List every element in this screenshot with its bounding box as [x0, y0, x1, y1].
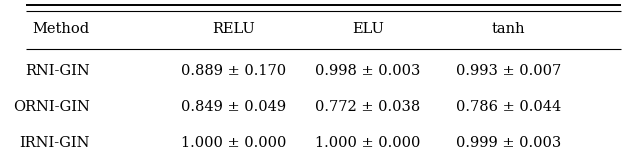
Text: 0.998 ± 0.003: 0.998 ± 0.003: [316, 64, 420, 78]
Text: ELU: ELU: [352, 22, 384, 36]
Text: 0.889 ± 0.170: 0.889 ± 0.170: [181, 64, 286, 78]
Text: IRNI-GIN: IRNI-GIN: [19, 136, 90, 147]
Text: 1.000 ± 0.000: 1.000 ± 0.000: [316, 136, 420, 147]
Text: Method: Method: [33, 22, 90, 36]
Text: RELU: RELU: [212, 22, 255, 36]
Text: 0.993 ± 0.007: 0.993 ± 0.007: [456, 64, 561, 78]
Text: 0.772 ± 0.038: 0.772 ± 0.038: [316, 100, 420, 114]
Text: tanh: tanh: [492, 22, 525, 36]
Text: ORNI-GIN: ORNI-GIN: [13, 100, 90, 114]
Text: 0.999 ± 0.003: 0.999 ± 0.003: [456, 136, 561, 147]
Text: 0.786 ± 0.044: 0.786 ± 0.044: [456, 100, 561, 114]
Text: 0.849 ± 0.049: 0.849 ± 0.049: [181, 100, 286, 114]
Text: RNI-GIN: RNI-GIN: [25, 64, 90, 78]
Text: 1.000 ± 0.000: 1.000 ± 0.000: [181, 136, 286, 147]
